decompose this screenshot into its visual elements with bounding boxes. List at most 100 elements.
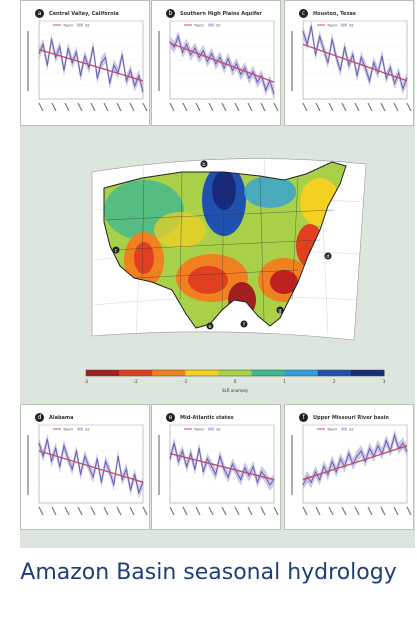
x-tick-label <box>77 102 83 112</box>
colorbar-segment <box>317 370 352 376</box>
series-point <box>198 56 200 59</box>
series-point <box>310 25 312 27</box>
series-point <box>59 466 61 468</box>
series-point <box>223 468 225 470</box>
series-point <box>256 481 258 483</box>
series-point <box>186 43 188 46</box>
panel-plot: Trend 2σ <box>158 20 279 112</box>
trend-line <box>302 445 408 481</box>
series-point <box>84 55 86 57</box>
series-point <box>406 77 408 79</box>
colorbar-tick: 1 <box>283 379 286 384</box>
series-point <box>339 458 342 460</box>
series-point <box>38 52 40 55</box>
series-point <box>202 50 204 52</box>
legend-trend-label: Trend <box>193 24 204 28</box>
x-tick-label <box>195 102 201 112</box>
legend-trend-label: Trend <box>62 428 73 432</box>
series-point <box>244 467 246 469</box>
x-tick-label <box>221 102 227 112</box>
x-tick-label <box>380 506 386 516</box>
series-point <box>356 455 358 457</box>
colorbar-segment <box>284 370 319 376</box>
colorbar-tick: 3 <box>383 379 386 384</box>
x-tick-label <box>38 102 44 112</box>
x-tick-label <box>393 102 399 112</box>
svg-text:b: b <box>202 162 205 168</box>
series-point <box>269 484 271 486</box>
series-point <box>248 77 250 79</box>
x-tick-label <box>195 506 201 516</box>
map-badges: b c d e f g <box>112 160 332 330</box>
series-point <box>219 455 221 457</box>
series-point <box>71 468 73 470</box>
series-point <box>377 445 379 447</box>
series-point <box>327 62 329 64</box>
legend-trend-label: Trend <box>193 428 204 432</box>
series-point <box>80 75 82 77</box>
colorbar-tick: -1 <box>183 379 187 384</box>
series-point <box>142 90 144 92</box>
panel-title: Central Valley, California <box>49 11 119 17</box>
series-point <box>335 471 337 473</box>
series-point <box>323 466 325 468</box>
series-point <box>100 481 102 483</box>
series-point <box>252 71 254 73</box>
series-point <box>385 77 387 79</box>
panel-plot: Trend 2σ <box>27 424 148 516</box>
x-tick-label <box>380 102 386 112</box>
figure-caption: Amazon Basin seasonal hydrology <box>20 560 397 585</box>
series-point <box>364 460 366 462</box>
x-tick-label <box>51 102 57 112</box>
x-tick-label <box>77 506 83 516</box>
svg-text:c: c <box>115 248 118 254</box>
series-point <box>260 471 263 473</box>
x-tick-label <box>129 506 135 516</box>
series-point <box>402 88 404 90</box>
legend-band-label: 2σ <box>216 24 221 28</box>
series-point <box>75 450 78 452</box>
panel-badge: a <box>35 9 44 18</box>
series-point <box>173 442 175 444</box>
panel-title: Upper Missouri River basin <box>313 415 389 421</box>
x-tick-label <box>116 506 122 516</box>
series-point <box>377 72 379 74</box>
series-point <box>186 466 188 468</box>
svg-text:f: f <box>243 322 245 328</box>
series-point <box>215 473 217 475</box>
series-point <box>173 46 175 48</box>
series-point <box>385 440 387 442</box>
colorbar-tick: -3 <box>84 379 88 384</box>
series-point <box>215 63 217 65</box>
colorbar-segment <box>86 370 120 376</box>
series-point <box>273 93 275 95</box>
series-point <box>190 54 192 56</box>
series-point <box>227 476 229 478</box>
chart-panel-f: Trend 2σ f Upper Missouri River basin <box>284 404 414 530</box>
series-point <box>231 463 233 465</box>
legend-band-label: 2σ <box>349 428 354 432</box>
chart-panel-c: Trend 2σ c Houston, Texas <box>284 0 414 126</box>
series-point <box>125 80 127 82</box>
series-point <box>121 479 123 481</box>
series-point <box>356 75 358 77</box>
series-point <box>235 471 238 473</box>
colorbar: -3 -2 -1 0 1 2 3 SLR anomaly <box>84 369 386 393</box>
x-tick-label <box>208 102 214 112</box>
trend-line <box>302 43 408 82</box>
series-point <box>96 458 98 460</box>
series-point <box>360 450 362 452</box>
series-point <box>194 47 196 49</box>
x-tick-label <box>169 102 175 112</box>
colorbar-tick: 2 <box>333 379 336 384</box>
series-point <box>306 43 308 46</box>
series-point <box>198 447 200 449</box>
x-tick-label <box>406 506 412 516</box>
series-point <box>393 82 396 84</box>
series-point <box>348 64 350 66</box>
series-point <box>223 67 225 69</box>
series-point <box>314 471 317 473</box>
x-tick-label <box>315 102 321 112</box>
x-tick-label <box>208 506 214 516</box>
chart-panel-e: Trend 2σ e Mid-Atlantic states <box>151 404 281 530</box>
